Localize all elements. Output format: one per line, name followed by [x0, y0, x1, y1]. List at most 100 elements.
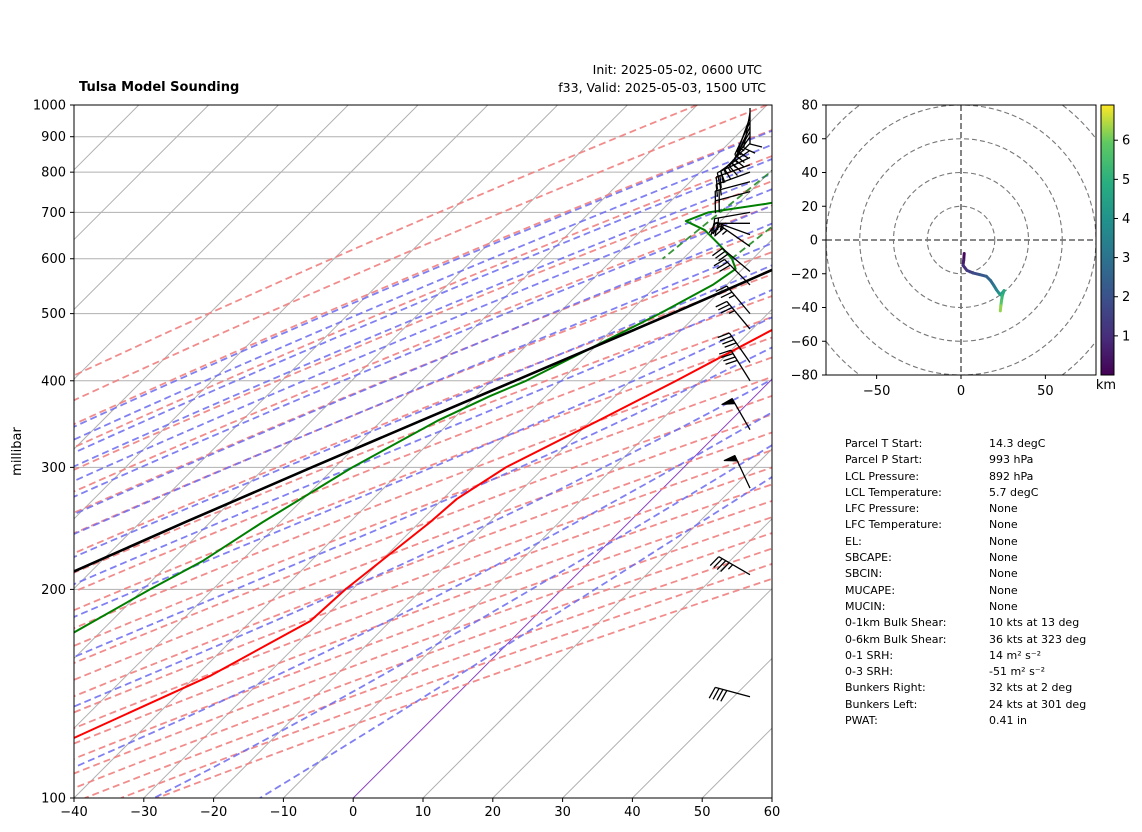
parameter-row: LFC Temperature: None	[845, 518, 1125, 534]
barb-half	[721, 229, 728, 235]
moist-adiabat	[74, 378, 772, 708]
barb-full	[720, 291, 733, 299]
barb-full	[715, 176, 719, 190]
y-tick-label: 300	[41, 461, 66, 476]
barb-staff	[714, 211, 751, 220]
hodo-x-tick-label: −50	[863, 384, 890, 399]
wind-barb	[717, 332, 751, 363]
moist-adiabat	[74, 316, 772, 618]
parameter-table: Parcel T Start: 14.3 degC Parcel P Start: 9…	[845, 437, 1125, 730]
parameter-row: LCL Pressure: 892 hPa	[845, 470, 1125, 486]
wind-barb	[721, 397, 751, 431]
barb-staff	[728, 332, 751, 363]
parameter-row: 0-3 SRH: -51 m² s⁻²	[845, 665, 1125, 681]
x-tick-label: −40	[60, 805, 87, 820]
dry-adiabat	[74, 394, 772, 665]
parameter-row: SBCIN: None	[845, 567, 1125, 583]
barb-full	[713, 258, 725, 267]
dry-adiabat	[74, 356, 772, 630]
barb-full	[708, 221, 717, 233]
dry-adiabat	[74, 499, 772, 760]
skew-t-axes: −40 −30 −20 −10 0 10 20 30 40 50 60 1000 900 800 700 60…	[10, 99, 780, 821]
barb-full	[722, 338, 735, 345]
barb-staff	[724, 259, 751, 286]
wind-barb	[712, 247, 751, 273]
parameter-label: 0-1 SRH:	[845, 648, 894, 662]
dry-adiabat	[74, 413, 772, 681]
hodo-x-tick-label: 0	[957, 384, 965, 399]
init-time-label: Init: 2025-05-02, 0600 UTC	[592, 62, 762, 77]
parameter-value: None	[989, 599, 1018, 613]
parameter-label: 0-6km Bulk Shear:	[845, 632, 947, 646]
parameter-row: EL: None	[845, 535, 1125, 551]
barb-full	[720, 690, 728, 702]
barb-staff	[715, 171, 751, 186]
colorbar-tick-label: 4	[1122, 212, 1130, 227]
barb-staff	[715, 190, 751, 202]
barb-flag	[721, 397, 736, 406]
parameter-value: None	[989, 518, 1018, 532]
moist-adiabat	[153, 444, 772, 798]
barb-full	[716, 560, 727, 571]
parameter-value: None	[989, 551, 1018, 565]
wind-barb	[749, 108, 763, 148]
moist-adiabat	[74, 143, 772, 441]
parameter-value: 14 m² s⁻²	[989, 648, 1042, 662]
barb-staff	[718, 556, 751, 576]
isotherm-line	[492, 518, 772, 798]
x-tick-label: 0	[349, 805, 357, 820]
barb-full	[725, 359, 738, 365]
hodo-y-tick-label: −20	[791, 267, 818, 282]
height-colorbar	[1100, 104, 1115, 376]
y-tick-label: 600	[41, 252, 66, 267]
parameter-label: Parcel P Start:	[845, 453, 923, 467]
colorbar-tick-label: 2	[1122, 290, 1130, 305]
barb-full	[716, 689, 724, 701]
colorbar-axes: 1 2 3 4 5 6 km	[1096, 134, 1130, 393]
moist-adiabat	[74, 411, 772, 769]
y-tick-label: 200	[41, 583, 66, 598]
parameter-label: EL:	[845, 534, 862, 548]
wind-barb	[715, 285, 751, 315]
dry-adiabat	[74, 204, 772, 493]
barb-half	[728, 310, 735, 314]
isotherm-line	[352, 378, 772, 798]
isotherm-line	[143, 169, 772, 798]
parameter-value: None	[989, 534, 1018, 548]
barb-full	[723, 356, 736, 362]
wind-barb	[710, 225, 751, 247]
dry-adiabat	[74, 516, 772, 775]
dry-adiabat	[74, 129, 772, 426]
x-tick-label: 50	[694, 805, 711, 820]
hodo-y-tick-label: 40	[801, 166, 818, 181]
y-tick-label: 700	[41, 206, 66, 221]
dry-adiabat	[74, 466, 772, 730]
parameter-row: Parcel P Start: 993 hPa	[845, 453, 1125, 469]
hodograph-segment	[998, 304, 1003, 313]
isotherm-line	[74, 105, 349, 380]
dewpoint-profile	[74, 201, 772, 634]
mixing-ratio-line	[869, 105, 1072, 259]
parameter-label: LCL Temperature:	[845, 485, 942, 499]
hodo-y-tick-label: 0	[810, 234, 818, 249]
mixing-ratio-line	[823, 105, 1023, 259]
moist-adiabat	[74, 264, 772, 559]
parameter-row: Bunkers Left: 24 kts at 301 deg	[845, 698, 1125, 714]
parameter-row: 0-1km Bulk Shear: 10 kts at 13 deg	[845, 616, 1125, 632]
y-tick-label: 400	[41, 374, 66, 389]
barb-full	[720, 170, 724, 184]
parameter-row: Bunkers Right: 32 kts at 2 deg	[845, 681, 1125, 697]
x-tick-label: 30	[554, 805, 571, 820]
barb-staff	[722, 247, 751, 273]
barb-full	[720, 562, 730, 573]
barb-full	[718, 288, 730, 296]
dry-adiabat	[74, 105, 768, 402]
parameter-row: MUCIN: None	[845, 600, 1125, 616]
hodo-x-tick-label: 50	[1037, 384, 1054, 399]
wind-barb	[723, 454, 751, 489]
isotherm-line	[74, 105, 559, 590]
wind-barbs	[708, 108, 763, 702]
dry-adiabat	[74, 431, 772, 698]
